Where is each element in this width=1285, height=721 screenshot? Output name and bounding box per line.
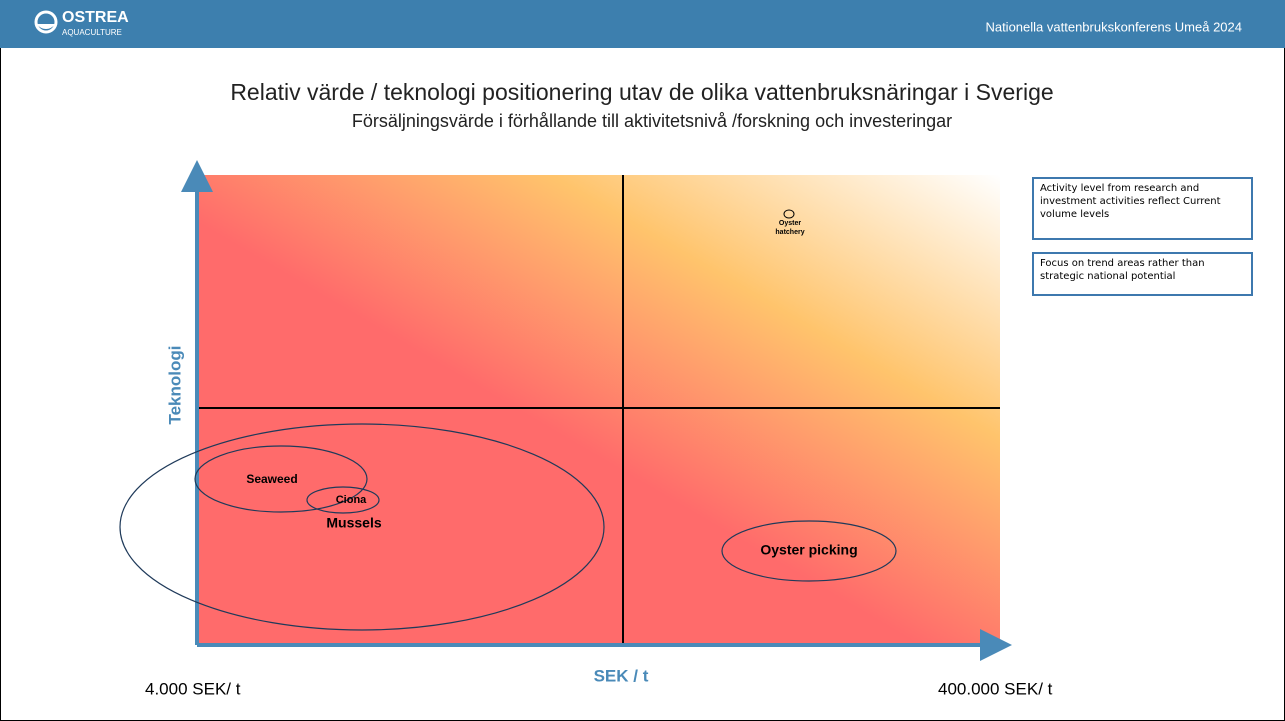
node-label-box: Oyster hatchery [775,220,805,236]
logo-icon [36,24,56,29]
node-label: Seaweed [246,472,297,486]
x-max-label: 400.000 SEK/ t [938,679,1053,698]
title: Relativ värde / teknologi positionering … [230,79,1053,105]
x-min-label: 4.000 SEK/ t [145,679,241,698]
ellipse [194,445,368,513]
note-box: Activity level from research and investm… [1032,177,1253,240]
logo-name: OSTREA [62,9,129,26]
ellipse [306,486,380,514]
quadrant-area [197,175,1000,645]
logo-sub: AQUACULTURE [62,28,122,37]
subtitle: Försäljningsvärde i förhållande till akt… [352,111,952,131]
header-bar [0,0,1285,48]
node-label: Mussels [326,515,381,531]
ellipse [783,209,795,219]
node-label: Oyster hatchery [775,220,805,236]
node-label: Oyster picking [760,542,857,558]
node-label: Ciona [336,494,367,506]
logo-icon [34,10,58,34]
y-axis-label: Teknologi [165,345,184,424]
note-box: Focus on trend areas rather than strateg… [1032,252,1253,296]
event-name: Nationella vattenbrukskonferens Umeå 202… [985,19,1242,34]
ellipse [119,423,605,631]
x-axis-label: SEK / t [594,666,649,685]
ellipse [721,520,897,582]
